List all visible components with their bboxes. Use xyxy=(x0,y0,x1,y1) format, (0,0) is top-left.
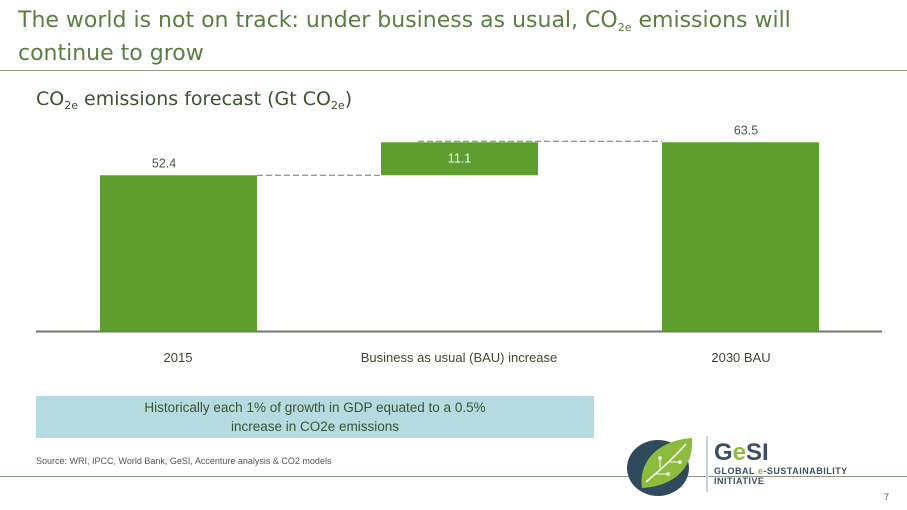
category-label-0: 2015 xyxy=(164,350,193,365)
title-divider xyxy=(0,70,907,71)
note-text: Historically each 1% of growth in GDP eq… xyxy=(144,400,486,434)
logo-separator xyxy=(706,436,708,492)
leaf-globe-icon xyxy=(627,438,693,496)
waterfall-chart: 52.4 2015 11.1 Business as usual (BAU) incr… xyxy=(36,123,882,365)
gesi-logo: GeSI GLOBAL e-SUSTAINABILITY INITIATIVE xyxy=(620,430,880,500)
data-label-0: 52.4 xyxy=(152,156,176,170)
category-label-1: Business as usual (BAU) increase xyxy=(361,350,558,365)
logo-name: GeSI xyxy=(714,439,769,466)
bar-2 xyxy=(662,142,819,331)
footer-divider xyxy=(0,476,907,477)
slide-title: The world is not on track: under busines… xyxy=(18,8,791,66)
logo-tagline: GLOBAL e-SUSTAINABILITY INITIATIVE xyxy=(714,466,848,486)
category-label-2: 2030 BAU xyxy=(711,350,770,365)
data-label-2: 63.5 xyxy=(734,123,758,137)
bar-1 xyxy=(381,142,538,176)
chart-title: CO2e emissions forecast (Gt CO2e) xyxy=(36,88,353,112)
data-label-1: 11.1 xyxy=(448,151,471,165)
page-number: 7 xyxy=(884,492,890,502)
bar-0 xyxy=(100,175,257,331)
note-box: Historically each 1% of growth in GDP eq… xyxy=(36,396,594,438)
source-note: Source: WRI, IPCC, World Bank, GeSI, Acc… xyxy=(36,456,332,466)
